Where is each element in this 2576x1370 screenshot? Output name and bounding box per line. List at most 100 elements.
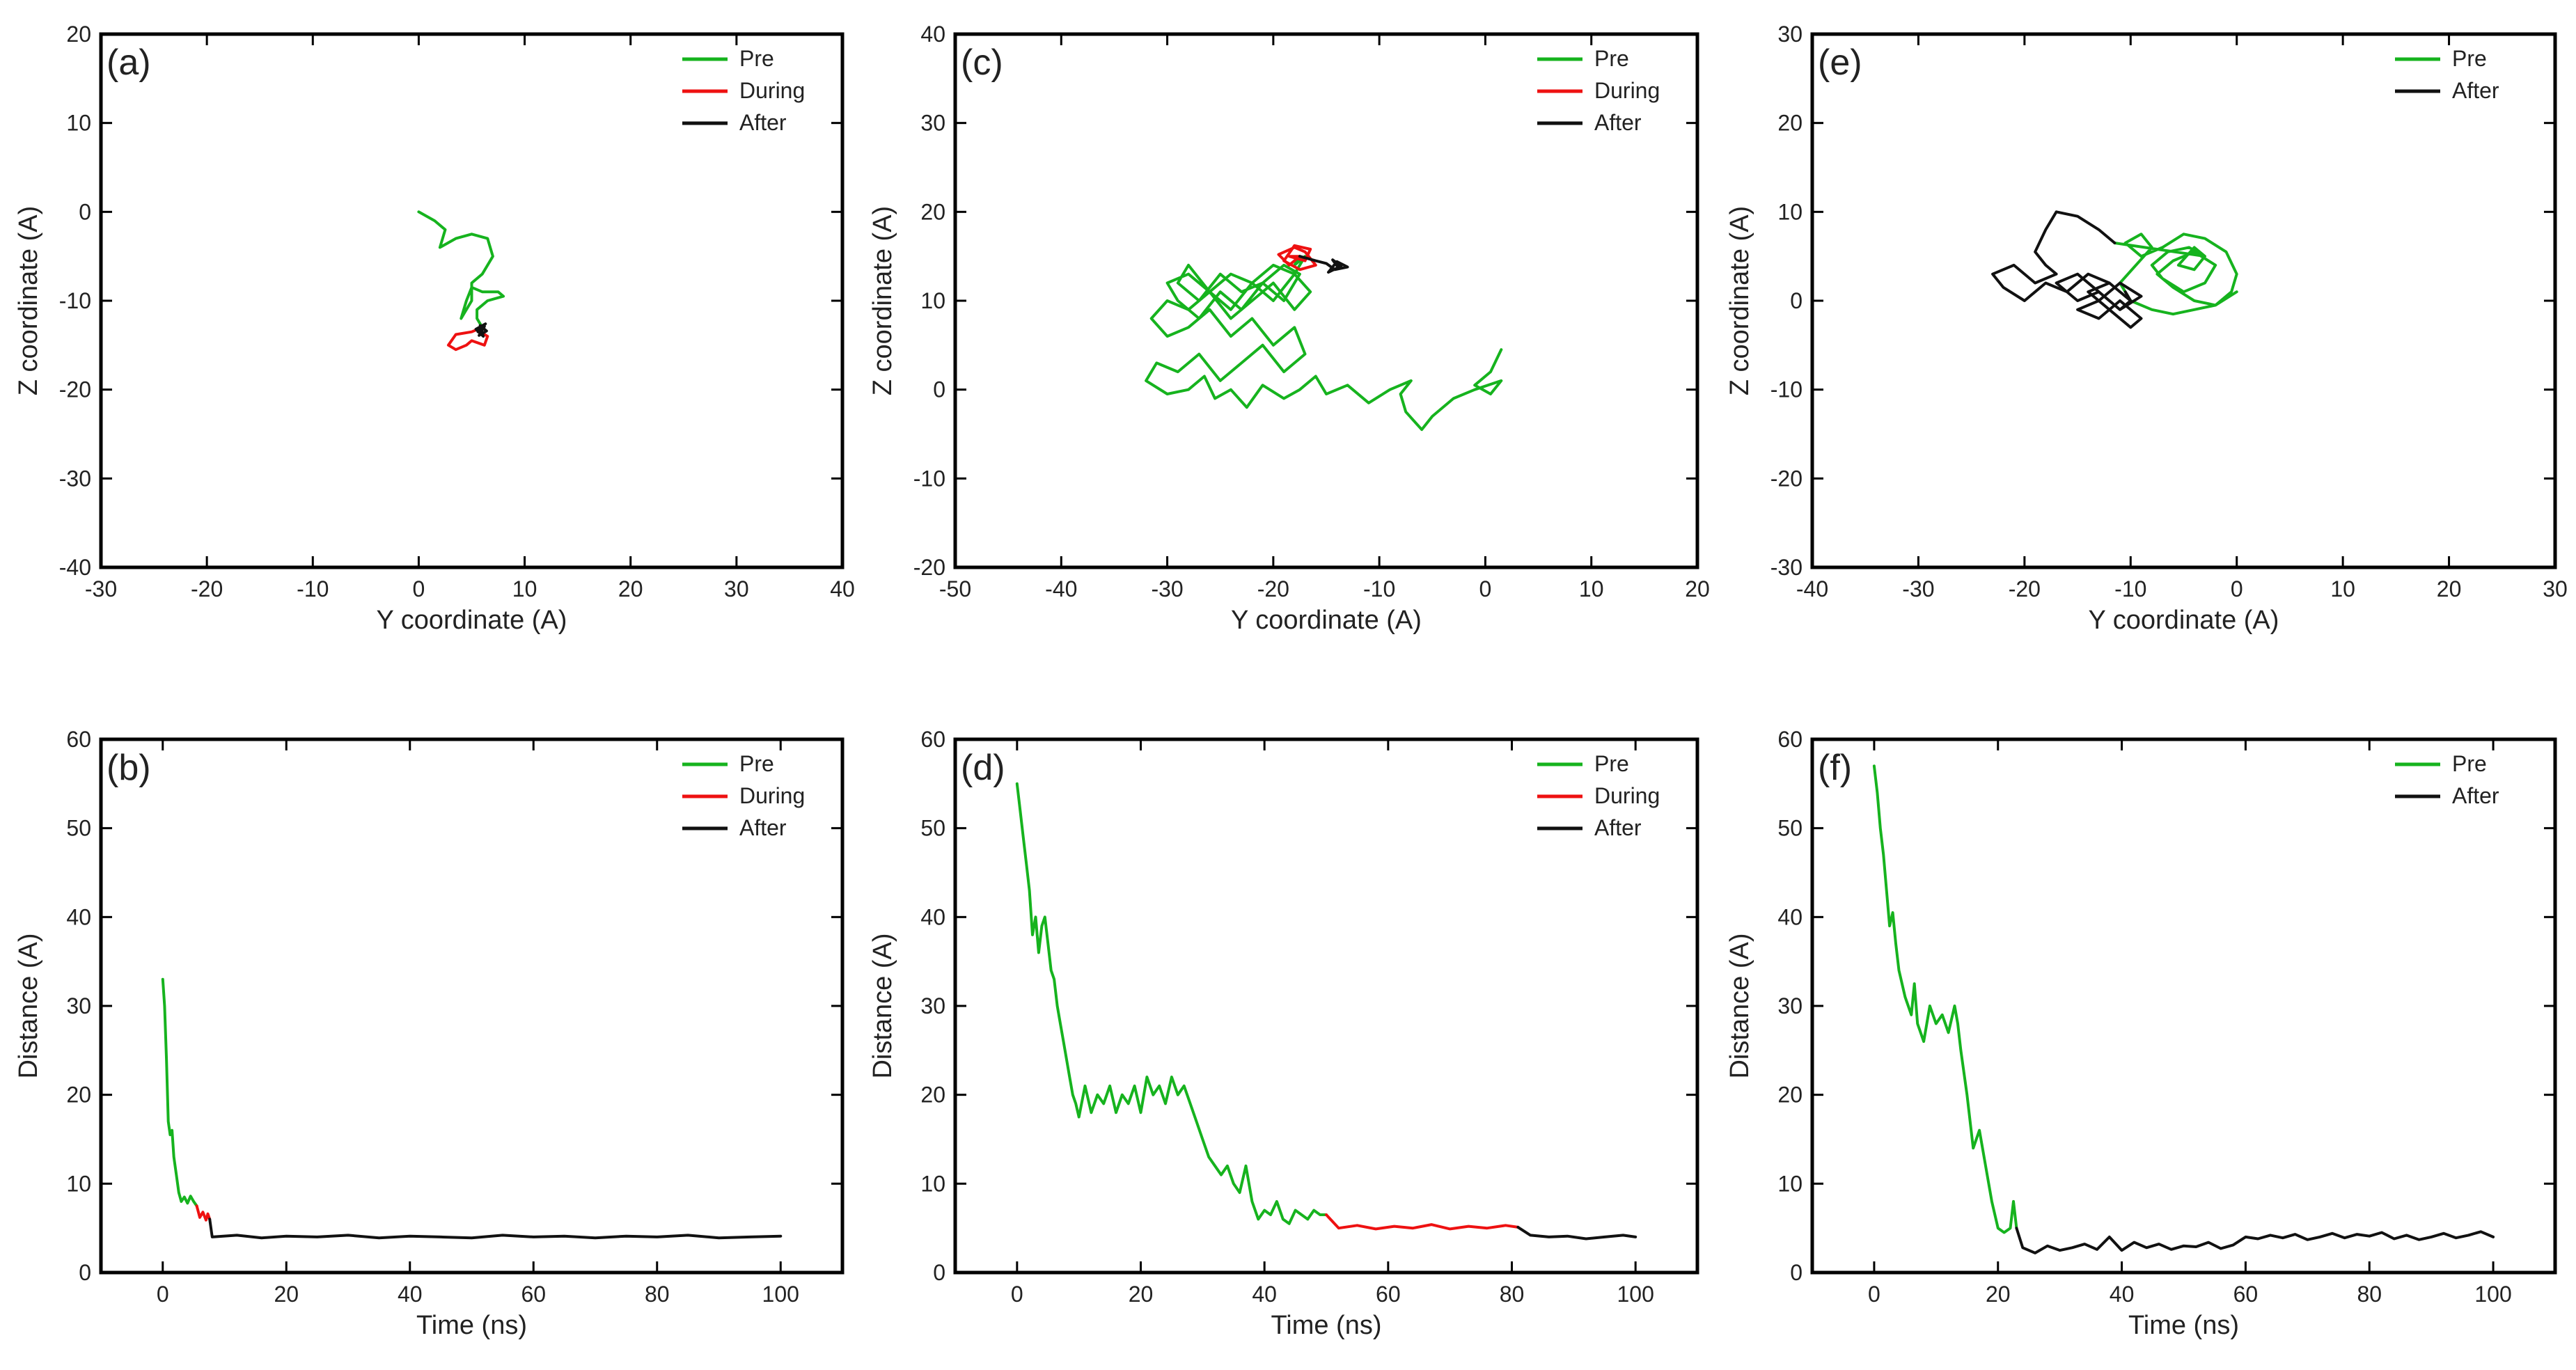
x-tick-label: -20 bbox=[2009, 576, 2041, 601]
legend: Pre During After bbox=[682, 751, 805, 840]
x-axis-label: Y coordinate (A) bbox=[377, 606, 567, 635]
legend-label-after: After bbox=[1594, 110, 1642, 135]
y-tick-label: 50 bbox=[66, 816, 91, 841]
y-axis-label: Z coordinate (A) bbox=[868, 206, 897, 395]
x-axis-label: Y coordinate (A) bbox=[1231, 606, 1422, 635]
x-tick-label: 20 bbox=[2437, 576, 2462, 601]
y-tick-label: 50 bbox=[1777, 816, 1803, 841]
x-tick-label: -10 bbox=[297, 576, 329, 601]
x-tick-label: -30 bbox=[1902, 576, 1934, 601]
y-tick-label: 0 bbox=[79, 199, 91, 224]
y-tick-label: 0 bbox=[933, 377, 945, 402]
y-tick-label: 10 bbox=[920, 1171, 945, 1196]
y-tick-label: 60 bbox=[66, 727, 91, 752]
legend-label-pre: Pre bbox=[2452, 751, 2487, 776]
x-tick-label: 20 bbox=[274, 1282, 299, 1307]
x-tick-label: 60 bbox=[1376, 1282, 1401, 1307]
plot-frame bbox=[1810, 737, 2557, 1275]
y-tick-label: 30 bbox=[920, 111, 945, 136]
x-tick-label: 100 bbox=[1617, 1282, 1654, 1307]
x-axis-label: Y coordinate (A) bbox=[2089, 606, 2279, 635]
panel-label: (c) bbox=[961, 42, 1003, 83]
plot-frame bbox=[953, 32, 1699, 569]
series-line-pre bbox=[161, 977, 198, 1208]
y-tick-label: 0 bbox=[933, 1260, 945, 1285]
x-tick-label: 100 bbox=[2474, 1282, 2511, 1307]
y-tick-label: 30 bbox=[920, 993, 945, 1018]
x-tick-label: 40 bbox=[398, 1282, 423, 1307]
x-tick-label: 0 bbox=[157, 1282, 169, 1307]
x-tick-label: -20 bbox=[1257, 576, 1289, 601]
x-tick-label: 20 bbox=[618, 576, 643, 601]
legend: Pre After bbox=[2395, 751, 2499, 808]
x-tick-label: 0 bbox=[1479, 576, 1492, 601]
series-line-pre bbox=[417, 210, 505, 329]
y-tick-label: -30 bbox=[1770, 555, 1803, 580]
x-tick-label: 20 bbox=[1129, 1282, 1154, 1307]
series-line-after bbox=[2015, 1227, 2495, 1254]
y-axis-label: Z coordinate (A) bbox=[14, 206, 43, 395]
x-tick-label: 30 bbox=[2543, 576, 2568, 601]
x-tick-label: -40 bbox=[1045, 576, 1077, 601]
series-line-during bbox=[1325, 1213, 1520, 1231]
x-tick-label: -30 bbox=[85, 576, 117, 601]
y-tick-label: 20 bbox=[66, 1082, 91, 1108]
legend-label-during: During bbox=[739, 78, 805, 103]
chart-panel-f: 0 20 40 60 80 100 0 10 20 30 40 50 60 Time (ns) Distan… bbox=[1725, 727, 2557, 1340]
x-tick-label: 30 bbox=[724, 576, 749, 601]
x-tick-label: 0 bbox=[413, 576, 425, 601]
legend-label-pre: Pre bbox=[1594, 46, 1629, 71]
y-tick-label: 30 bbox=[1777, 22, 1803, 47]
x-tick-label: -10 bbox=[2114, 576, 2146, 601]
series-line-during bbox=[195, 1204, 212, 1222]
x-tick-label: 20 bbox=[1986, 1282, 2011, 1307]
y-tick-label: -30 bbox=[59, 466, 91, 491]
x-tick-label: 40 bbox=[1252, 1282, 1277, 1307]
x-tick-label: 40 bbox=[830, 576, 855, 601]
y-tick-label: -40 bbox=[59, 555, 91, 580]
x-tick-label: 80 bbox=[645, 1282, 670, 1307]
y-tick-label: 20 bbox=[920, 199, 945, 224]
series-group bbox=[1991, 210, 2238, 329]
y-tick-label: 60 bbox=[1777, 727, 1803, 752]
y-tick-label: 0 bbox=[1790, 1260, 1803, 1285]
y-tick-label: 30 bbox=[66, 993, 91, 1018]
x-tick-label: 0 bbox=[1011, 1282, 1023, 1307]
y-tick-label: 40 bbox=[920, 904, 945, 929]
legend: Pre After bbox=[2395, 46, 2499, 103]
panel-label: (b) bbox=[107, 748, 151, 788]
y-tick-label: 0 bbox=[1790, 288, 1803, 313]
y-tick-label: 40 bbox=[920, 22, 945, 47]
y-tick-label: -10 bbox=[59, 288, 91, 313]
y-tick-label: 20 bbox=[1777, 111, 1803, 136]
y-tick-label: 60 bbox=[920, 727, 945, 752]
legend-label-after: After bbox=[1594, 815, 1642, 840]
chart-panel-b: 0 20 40 60 80 100 0 10 20 30 40 50 60 Time (ns) Distan… bbox=[14, 727, 845, 1340]
y-tick-label: 20 bbox=[1777, 1082, 1803, 1108]
series-line-after bbox=[1298, 255, 1349, 274]
x-tick-label: 0 bbox=[2231, 576, 2243, 601]
legend: Pre During After bbox=[1537, 751, 1660, 840]
legend: Pre During After bbox=[682, 46, 805, 135]
y-tick-label: 40 bbox=[1777, 904, 1803, 929]
y-tick-label: 10 bbox=[1777, 199, 1803, 224]
x-tick-label: 100 bbox=[762, 1282, 799, 1307]
plot-frame bbox=[953, 737, 1699, 1275]
y-tick-label: 40 bbox=[66, 904, 91, 929]
y-tick-label: 10 bbox=[66, 1171, 91, 1196]
y-tick-label: 50 bbox=[920, 816, 945, 841]
y-tick-label: -20 bbox=[59, 377, 91, 402]
x-tick-label: 10 bbox=[2330, 576, 2355, 601]
y-tick-label: 10 bbox=[66, 111, 91, 136]
x-tick-label: 40 bbox=[2110, 1282, 2135, 1307]
chart-panel-d: 0 20 40 60 80 100 0 10 20 30 40 50 60 Time (ns) Distan… bbox=[868, 727, 1699, 1340]
x-tick-label: 10 bbox=[1579, 576, 1604, 601]
series-group bbox=[1872, 764, 2495, 1254]
x-tick-label: 60 bbox=[521, 1282, 546, 1307]
series-line-pre bbox=[1872, 764, 2018, 1234]
x-tick-label: 20 bbox=[1685, 576, 1710, 601]
x-tick-label: 80 bbox=[1500, 1282, 1525, 1307]
y-tick-label: 10 bbox=[920, 288, 945, 313]
